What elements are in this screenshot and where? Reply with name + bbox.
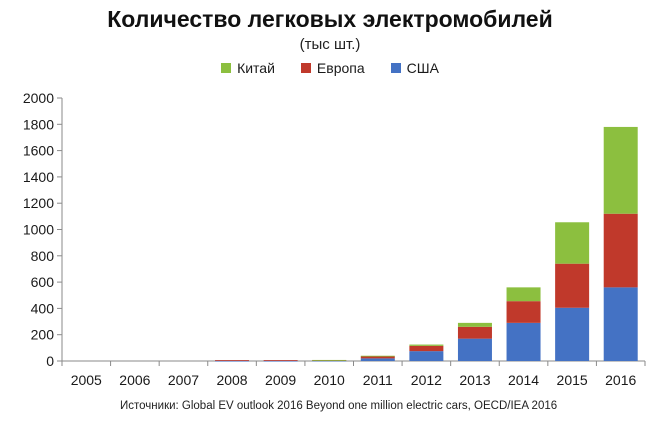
- x-tick-label: 2016: [605, 372, 636, 388]
- x-tick-label: 2012: [411, 372, 442, 388]
- y-tick-label: 200: [31, 327, 55, 343]
- bar-segment-usa: [409, 351, 444, 361]
- y-tick-label: 1200: [23, 195, 54, 211]
- x-tick-label: 2008: [216, 372, 247, 388]
- bar-segment-china: [409, 344, 444, 346]
- x-tick-label: 2007: [168, 372, 199, 388]
- bars: [215, 126, 638, 362]
- bar-segment-europe: [409, 345, 444, 352]
- legend-label-china: Китай: [237, 60, 275, 76]
- bar-segment-europe: [457, 326, 492, 339]
- bar-segment-usa: [506, 322, 541, 361]
- y-tick-label: 1600: [23, 143, 54, 159]
- y-axis: 0 200 400 600 800 1000 1200 1400 1600 1800 2000: [23, 90, 63, 369]
- bar-segment-europe: [215, 360, 250, 361]
- y-tick-label: 0: [46, 353, 54, 369]
- bar-segment-china: [603, 126, 638, 214]
- source-note: Источники: Global EV outlook 2016 Beyond…: [120, 400, 558, 412]
- legend: Китай Европа США: [0, 60, 660, 76]
- legend-item-europe: Европа: [300, 60, 365, 76]
- bar-segment-europe: [506, 301, 541, 323]
- y-tick-label: 1000: [23, 222, 54, 238]
- x-tick-label: 2006: [119, 372, 150, 388]
- bar-segment-usa: [312, 360, 347, 362]
- legend-swatch-china: [221, 63, 232, 73]
- x-tick-label: 2015: [557, 372, 588, 388]
- bar-segment-usa: [215, 360, 250, 362]
- y-tick-label: 600: [31, 274, 55, 290]
- bar-segment-europe: [263, 360, 298, 361]
- chart-title: Количество легковых электромобилей: [107, 6, 553, 32]
- bar-segment-china: [312, 359, 347, 361]
- bar-segment-china: [506, 287, 541, 302]
- legend-item-usa: США: [390, 60, 439, 76]
- bar-segment-usa: [263, 360, 298, 362]
- x-axis: 2005 2006 2007 2008 2009 2010 2011 2012 2013 2014…: [61, 360, 646, 388]
- legend-item-china: Китай: [221, 60, 275, 76]
- x-tick-label: 2005: [71, 372, 102, 388]
- bar-segment-china: [360, 355, 395, 357]
- y-tick-label: 1800: [23, 116, 54, 132]
- x-tick-label: 2013: [459, 372, 490, 388]
- legend-label-europe: Европа: [316, 60, 365, 76]
- y-tick-label: 800: [31, 248, 55, 264]
- bar-segment-europe: [555, 263, 590, 308]
- x-tick-label: 2009: [265, 372, 296, 388]
- legend-label-usa: США: [406, 60, 439, 76]
- y-tick-label: 2000: [23, 90, 54, 106]
- bar-segment-usa: [360, 358, 395, 361]
- y-tick-label: 400: [31, 300, 55, 316]
- bar-segment-europe: [603, 213, 638, 288]
- bar-segment-usa: [555, 307, 590, 361]
- x-tick-label: 2011: [363, 372, 393, 388]
- bar-segment-usa: [603, 287, 638, 361]
- bar-segment-china: [555, 222, 590, 264]
- chart-subtitle: (тыс шт.): [299, 36, 361, 53]
- x-tick-label: 2010: [314, 372, 345, 388]
- legend-swatch-europe: [300, 63, 311, 73]
- x-tick-label: 2014: [508, 372, 539, 388]
- y-tick-label: 1400: [23, 169, 54, 185]
- legend-swatch-usa: [390, 63, 401, 73]
- bar-segment-usa: [457, 338, 492, 361]
- bar-segment-china: [457, 322, 492, 327]
- bar-segment-europe: [360, 356, 395, 359]
